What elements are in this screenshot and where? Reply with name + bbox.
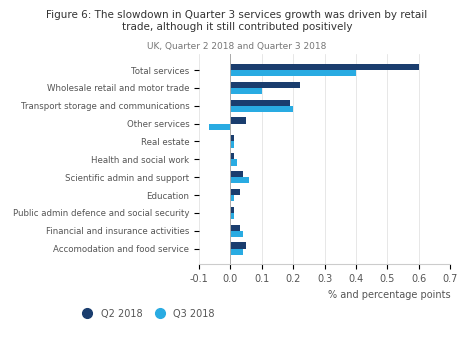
Bar xyxy=(230,106,293,112)
X-axis label: % and percentage points: % and percentage points xyxy=(328,290,450,300)
Bar xyxy=(230,141,234,148)
Bar xyxy=(230,171,243,177)
Bar xyxy=(230,153,234,159)
Bar xyxy=(209,124,230,130)
Bar xyxy=(230,82,300,88)
Bar xyxy=(230,159,237,165)
Legend: Q2 2018, Q3 2018: Q2 2018, Q3 2018 xyxy=(73,305,219,323)
Bar xyxy=(230,177,249,183)
Text: Figure 6: The slowdown in Quarter 3 services growth was driven by retail
trade, : Figure 6: The slowdown in Quarter 3 serv… xyxy=(46,10,428,32)
Text: UK, Quarter 2 2018 and Quarter 3 2018: UK, Quarter 2 2018 and Quarter 3 2018 xyxy=(147,42,327,52)
Bar xyxy=(230,64,419,70)
Bar xyxy=(230,213,234,219)
Bar xyxy=(230,189,240,195)
Bar xyxy=(230,242,246,248)
Bar xyxy=(230,100,290,106)
Bar xyxy=(230,70,356,76)
Bar xyxy=(230,195,234,201)
Bar xyxy=(230,207,234,213)
Bar xyxy=(230,248,243,255)
Bar xyxy=(230,88,262,94)
Bar xyxy=(230,231,243,237)
Bar xyxy=(230,135,234,141)
Bar xyxy=(230,224,240,231)
Bar xyxy=(230,117,246,124)
